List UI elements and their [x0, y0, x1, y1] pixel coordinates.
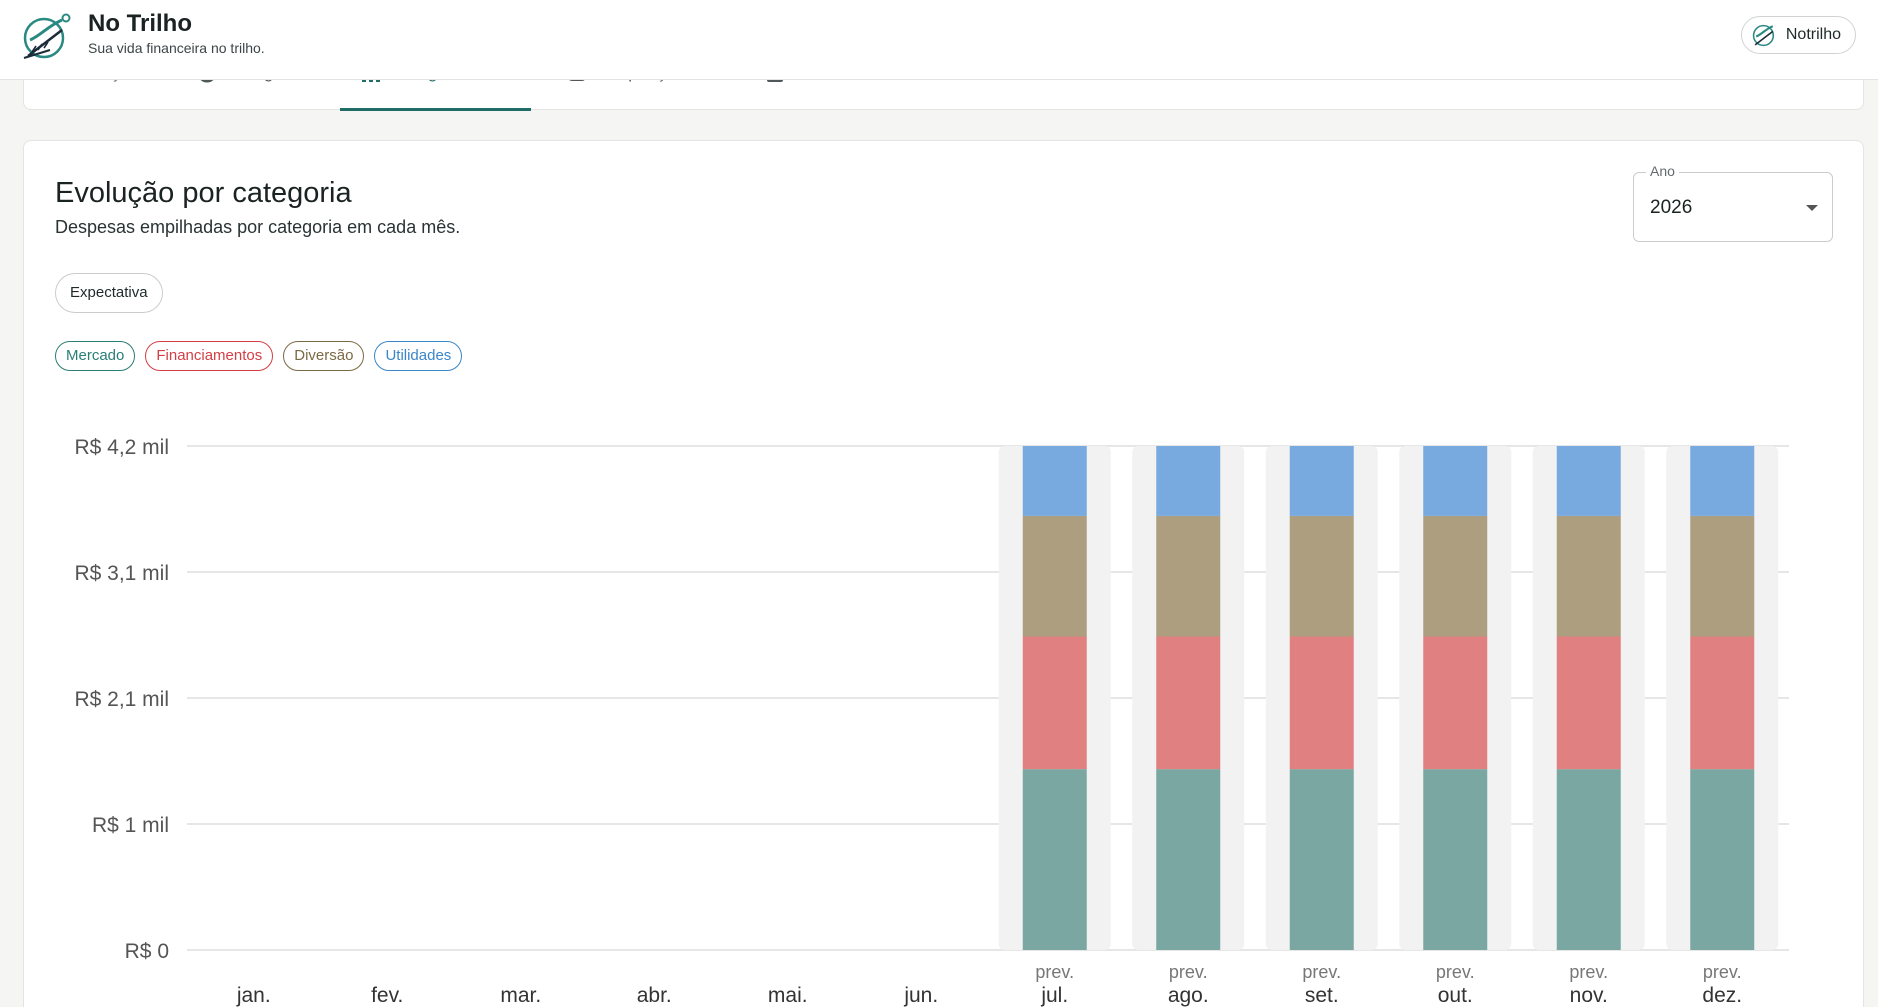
bar-segment-financiamentos[interactable]: [1022, 636, 1087, 770]
x-tick-label: set.: [1305, 984, 1339, 1007]
app-header: No Trilho Sua vida financeira no trilho.…: [0, 0, 1878, 80]
forecast-label: prev.: [1703, 962, 1742, 982]
y-tick-label: R$ 2,1 mil: [74, 688, 169, 711]
bar-segment-financiamentos[interactable]: [1156, 636, 1221, 770]
bar-segment-utilidades[interactable]: [1022, 446, 1087, 516]
year-select-label: Ano: [1646, 163, 1679, 179]
x-tick-label: nov.: [1570, 984, 1608, 1007]
bar-segment-utilidades[interactable]: [1690, 446, 1755, 516]
chart-card: Evolução por categoria Despesas empilhad…: [23, 140, 1864, 1007]
forecast-label: prev.: [1302, 962, 1341, 982]
bar-segment-utilidades[interactable]: [1423, 446, 1488, 516]
year-select-value: 2026: [1650, 197, 1693, 218]
user-menu-label: Notrilho: [1785, 26, 1841, 43]
bar-segment-diversão[interactable]: [1423, 515, 1488, 637]
card-subtitle: Despesas empilhadas por categoria em cad…: [55, 217, 461, 237]
x-tick-label: ago.: [1168, 984, 1209, 1007]
bar-segment-diversão[interactable]: [1556, 515, 1621, 637]
bar-segment-mercado[interactable]: [1156, 769, 1221, 950]
forecast-label: prev.: [1169, 962, 1208, 982]
bar-segment-financiamentos[interactable]: [1690, 636, 1755, 770]
x-tick-label: jul.: [1040, 984, 1068, 1007]
bar-segment-mercado[interactable]: [1690, 769, 1755, 950]
stacked-bar-chart: R$ 0 R$ 1 mil R$ 2,1 mil R$ 3,1 mil R$ 4,2 m…: [74, 436, 1789, 1007]
bar-segment-mercado[interactable]: [1556, 769, 1621, 950]
x-tick-label: jan.: [236, 984, 271, 1007]
forecast-label: prev.: [1035, 962, 1074, 982]
card-title: Evolução por categoria: [55, 177, 352, 209]
forecast-label: prev.: [1569, 962, 1608, 982]
bar-segment-mercado[interactable]: [1022, 769, 1087, 950]
bar-segment-diversão[interactable]: [1289, 515, 1354, 637]
y-tick-label: R$ 1 mil: [92, 814, 169, 837]
bar-segment-financiamentos[interactable]: [1556, 636, 1621, 770]
year-select[interactable]: Ano 2026: [1633, 163, 1833, 242]
x-tick-label: mai.: [768, 984, 808, 1007]
y-tick-label: R$ 4,2 mil: [74, 436, 169, 459]
user-menu-button[interactable]: Notrilho: [1740, 16, 1856, 54]
bar-segment-utilidades[interactable]: [1556, 446, 1621, 516]
user-avatar-icon: [1752, 24, 1774, 47]
bar-segment-financiamentos[interactable]: [1423, 636, 1488, 770]
bar-segment-mercado[interactable]: [1289, 769, 1354, 950]
logo-icon: [23, 13, 71, 59]
chart-legend: Mercado Financiamentos Diversão Utilidad…: [55, 341, 463, 371]
x-tick-label: dez.: [1702, 984, 1742, 1007]
legend-item-diversao[interactable]: Diversão: [283, 341, 365, 371]
y-tick-label: R$ 3,1 mil: [74, 562, 169, 585]
x-tick-label: jun.: [903, 984, 938, 1007]
x-tick-label: fev.: [371, 984, 403, 1007]
bar-segment-diversão[interactable]: [1156, 515, 1221, 637]
x-tick-label: abr.: [637, 984, 672, 1007]
legend-item-mercado[interactable]: Mercado: [55, 341, 136, 371]
y-tick-label: R$ 0: [125, 940, 169, 963]
bar-segment-utilidades[interactable]: [1289, 446, 1354, 516]
app-title: No Trilho: [88, 10, 192, 37]
forecast-label: prev.: [1436, 962, 1475, 982]
bar-segment-diversão[interactable]: [1690, 515, 1755, 637]
app-subtitle: Sua vida financeira no trilho.: [88, 40, 265, 56]
bar-segment-utilidades[interactable]: [1156, 446, 1221, 516]
chevron-down-icon: [1806, 205, 1818, 211]
legend-item-financiamentos[interactable]: Financiamentos: [145, 341, 274, 371]
expectation-chip[interactable]: Expectativa: [55, 273, 163, 313]
x-tick-label: mar.: [500, 984, 541, 1007]
bar-segment-diversão[interactable]: [1022, 515, 1087, 637]
bar-segment-financiamentos[interactable]: [1289, 636, 1354, 770]
x-tick-label: out.: [1438, 984, 1473, 1007]
legend-item-utilidades[interactable]: Utilidades: [374, 341, 463, 371]
bar-segment-mercado[interactable]: [1423, 769, 1488, 950]
